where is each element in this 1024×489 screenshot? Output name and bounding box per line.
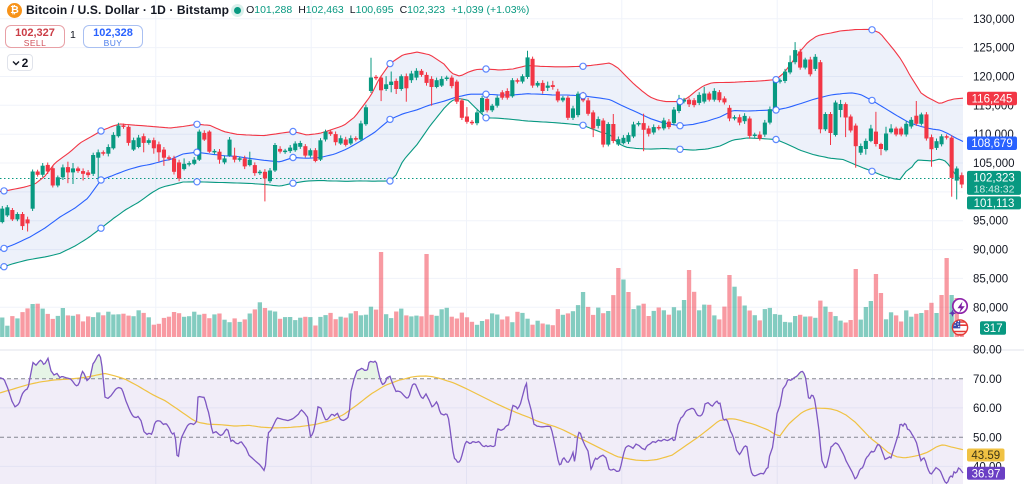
svg-text:60.00: 60.00 (973, 403, 1002, 415)
svg-text:125,000: 125,000 (973, 43, 1015, 55)
svg-text:50.00: 50.00 (973, 432, 1002, 444)
svg-text:36.97: 36.97 (972, 468, 1001, 480)
svg-text:101,113: 101,113 (974, 198, 1015, 210)
svg-text:80,000: 80,000 (973, 302, 1008, 314)
svg-text:108,679: 108,679 (971, 138, 1013, 150)
svg-text:18:48:32: 18:48:32 (974, 183, 1015, 195)
svg-text:102,323: 102,323 (973, 172, 1015, 184)
svg-text:120,000: 120,000 (973, 72, 1015, 84)
svg-text:105,000: 105,000 (973, 158, 1015, 170)
svg-text:43.59: 43.59 (971, 450, 1000, 462)
svg-text:70.00: 70.00 (973, 374, 1002, 386)
svg-text:130,000: 130,000 (973, 14, 1015, 26)
svg-text:116,245: 116,245 (972, 94, 1013, 106)
svg-text:90,000: 90,000 (973, 245, 1008, 257)
svg-text:80.00: 80.00 (973, 345, 1002, 357)
svg-text:85,000: 85,000 (973, 273, 1008, 285)
svg-text:95,000: 95,000 (973, 216, 1008, 228)
svg-text:317: 317 (983, 323, 1002, 335)
